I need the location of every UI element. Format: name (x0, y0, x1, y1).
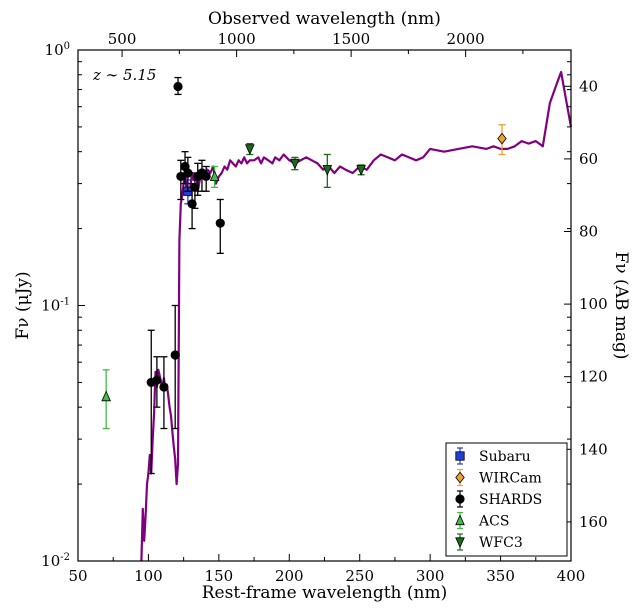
x-tick-label: 200 (275, 567, 304, 585)
y-tick-label: 10-1 (41, 297, 70, 315)
right-tick-label: 80 (579, 223, 598, 241)
right-tick-label: 100 (579, 295, 608, 313)
legend-marker (455, 514, 465, 526)
right-axis-label: Fν (AB mag) (611, 251, 631, 359)
right-tick-label: 40 (579, 77, 598, 95)
x-tick-label: 300 (416, 567, 445, 585)
right-tick-label: 60 (579, 150, 598, 168)
x-tick-label: 100 (134, 567, 163, 585)
x-tick-label: 50 (68, 567, 87, 585)
data-point (209, 170, 220, 182)
top-tick-label: 1000 (218, 30, 256, 48)
data-point (245, 144, 255, 156)
right-tick-label: 140 (579, 440, 608, 458)
data-point (290, 158, 300, 170)
series-shards (146, 76, 225, 475)
x-tick-label: 400 (557, 567, 586, 585)
right-tick-label: 120 (579, 368, 608, 386)
series-wfc3 (245, 142, 366, 189)
x-tick-label: 150 (205, 567, 234, 585)
series-wircam (497, 124, 507, 156)
y-axis-label: Fν (μJy) (13, 271, 33, 339)
legend-marker (455, 537, 465, 549)
x-axis-label: Rest-frame wavelength (nm) (202, 583, 448, 603)
data-point (101, 390, 111, 402)
legend-marker (455, 494, 465, 504)
data-point (173, 81, 183, 92)
data-point (170, 350, 180, 360)
legend-label: SHARDS (479, 492, 542, 508)
top-tick-label: 500 (108, 30, 137, 48)
legend-label: WIRCam (479, 471, 542, 487)
legend-label: Subaru (479, 449, 531, 465)
x-tick-label: 250 (345, 567, 374, 585)
legend-box (445, 442, 568, 557)
top-axis-label: Observed wavelength (nm) (208, 9, 441, 29)
data-point (159, 382, 169, 392)
data-point (201, 171, 211, 182)
x-tick-label: 350 (486, 567, 515, 585)
data-point (497, 132, 507, 145)
data-point (152, 375, 162, 385)
legend-label: WFC3 (479, 535, 523, 551)
top-tick-label: 1500 (332, 30, 370, 48)
data-point (215, 218, 225, 228)
right-tick-label: 160 (579, 513, 608, 531)
legend-marker (455, 471, 465, 484)
data-point (356, 165, 366, 176)
data-point (183, 168, 193, 178)
y-tick-label: 100 (45, 41, 70, 59)
top-tick-label: 2000 (447, 30, 485, 48)
series-acs (101, 165, 220, 430)
data-point (322, 165, 333, 176)
legend-marker (455, 451, 465, 461)
redshift-annotation: z ∼ 5.15 (92, 66, 156, 84)
legend-label: ACS (478, 514, 509, 530)
y-tick-label: 10-2 (41, 552, 70, 570)
data-point (190, 182, 200, 192)
